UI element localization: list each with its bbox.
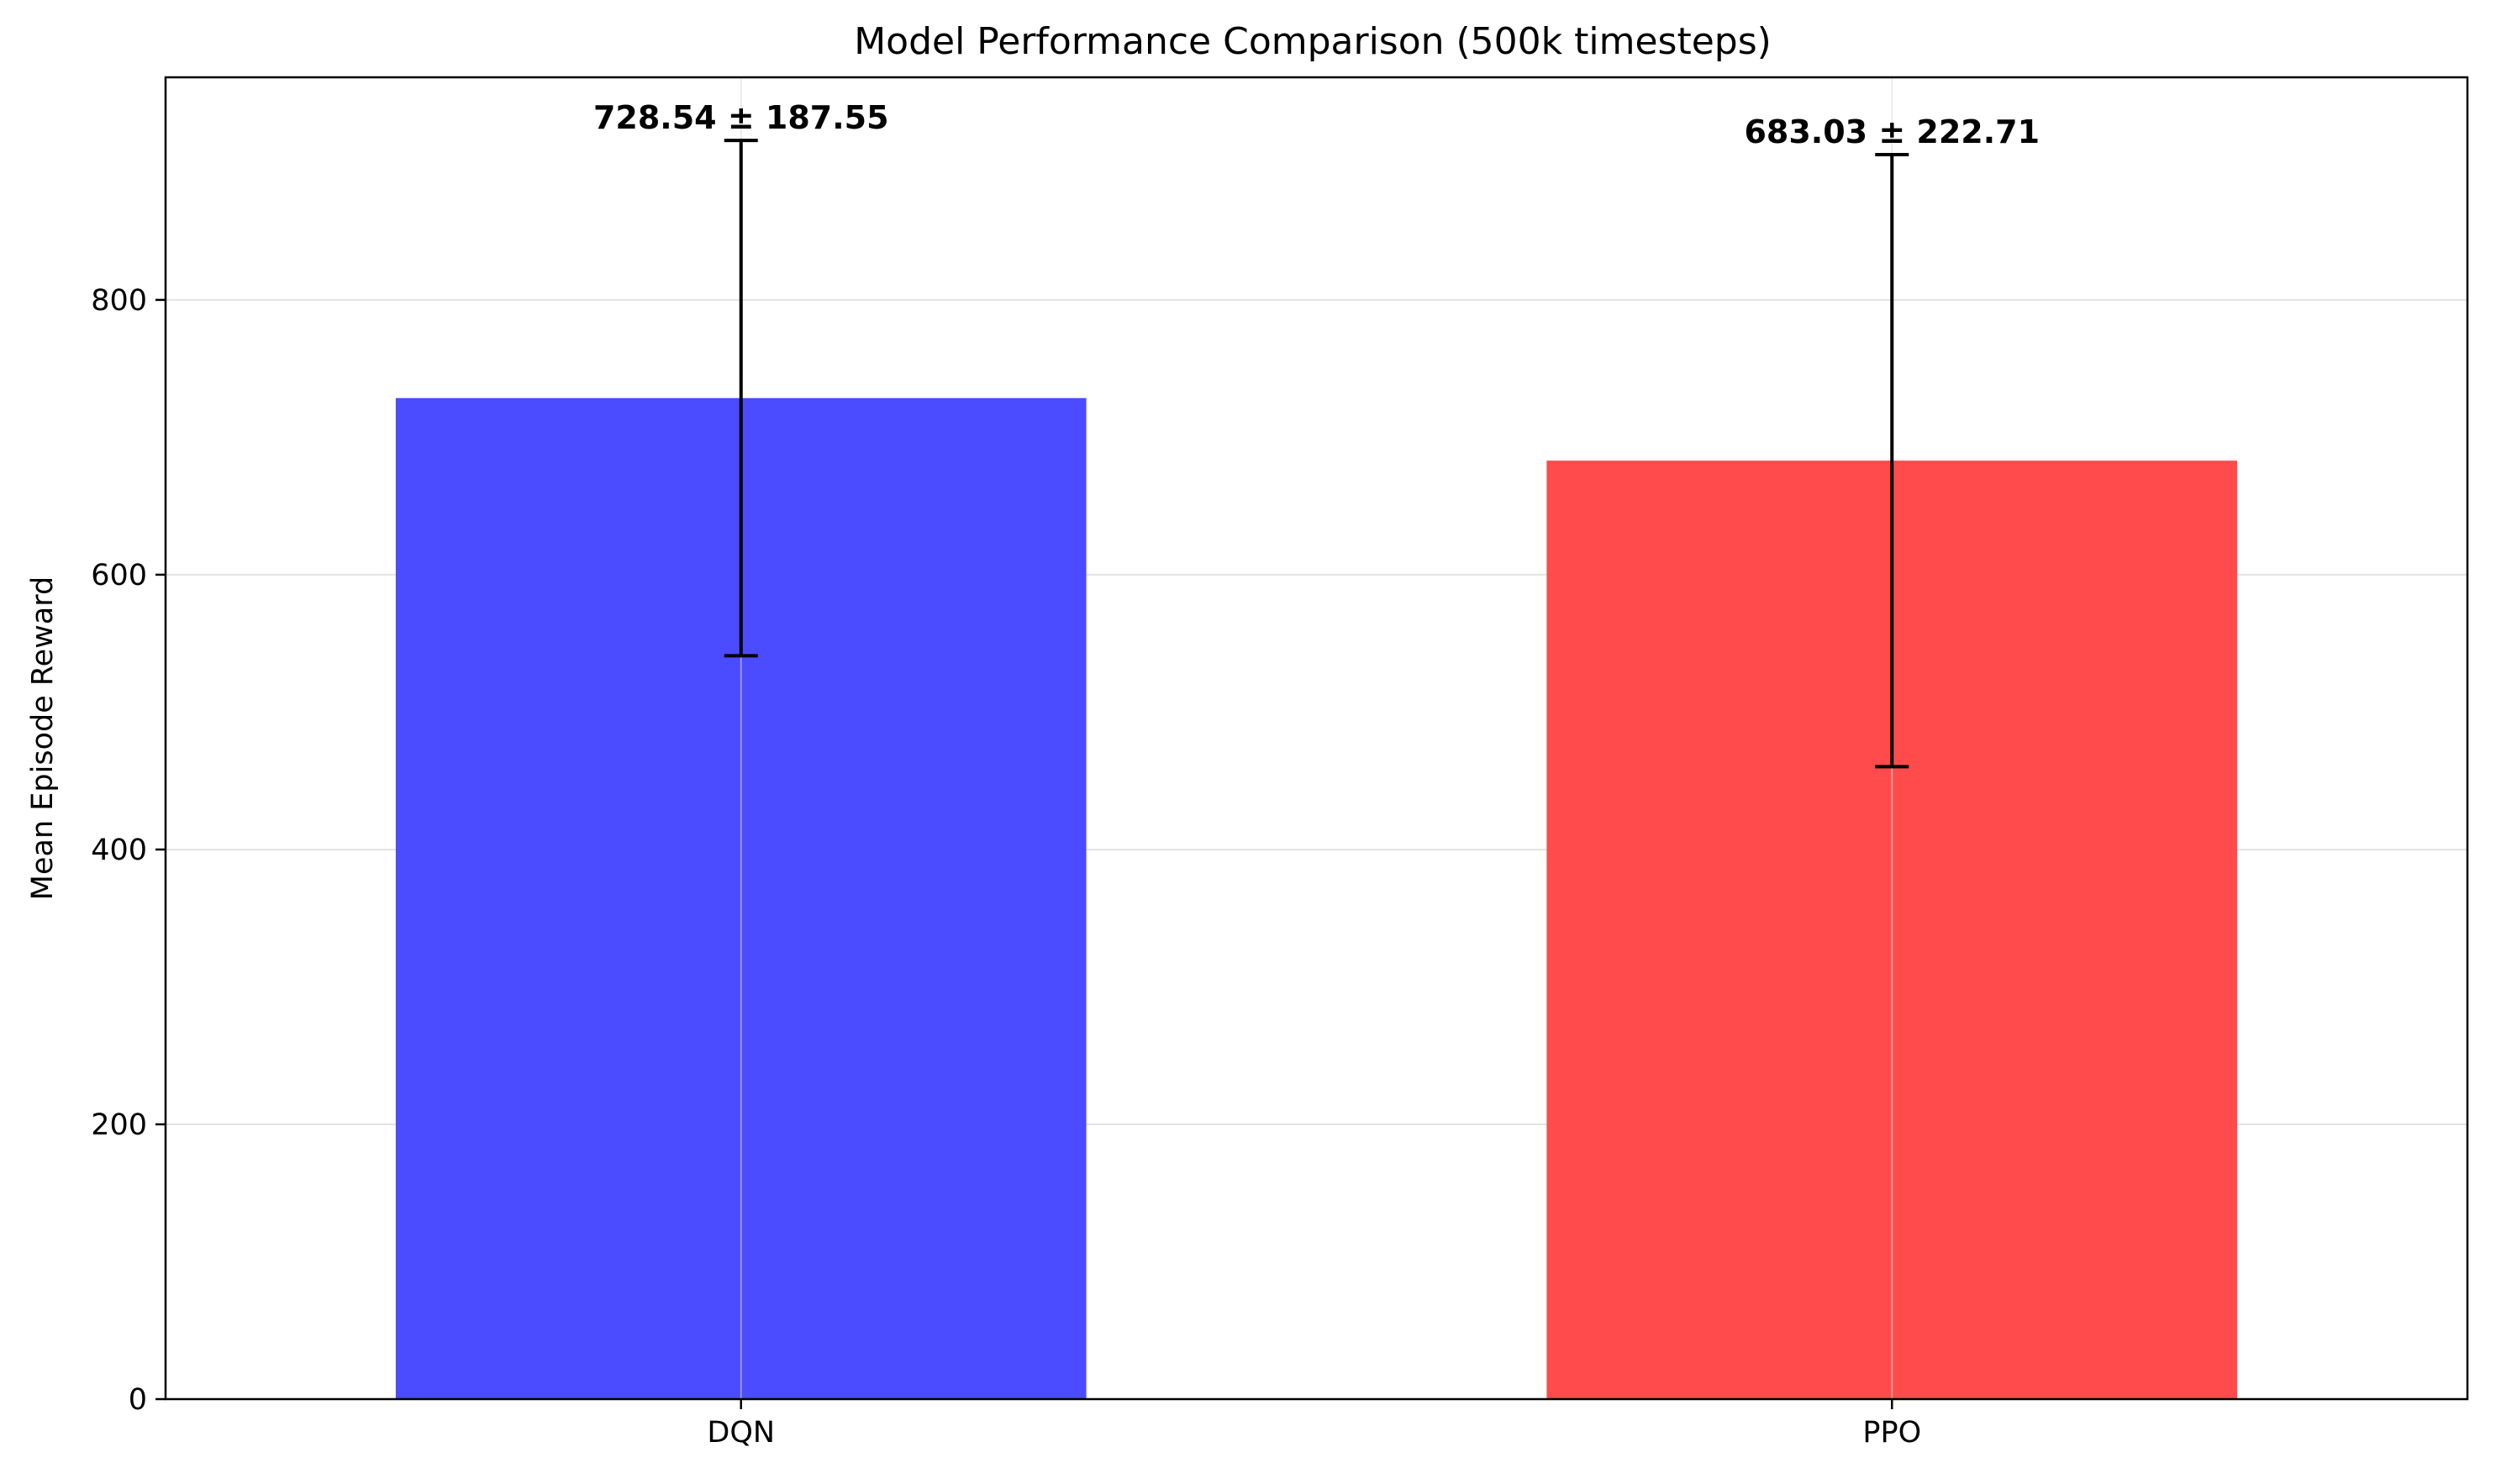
ticks-layer: 0 200 400 600 800 DQN PPO bbox=[91, 284, 1921, 1450]
y-axis-label: Mean Episode Reward bbox=[26, 576, 60, 900]
data-label-dqn: 728.54 ± 187.55 bbox=[593, 99, 889, 136]
x-tick-label-ppo: PPO bbox=[1862, 1416, 1921, 1450]
y-tick-label: 800 bbox=[91, 284, 147, 318]
data-label-ppo: 683.03 ± 222.71 bbox=[1744, 113, 2040, 150]
x-tick-label-dqn: DQN bbox=[707, 1416, 775, 1450]
plot-frame bbox=[164, 76, 2469, 1401]
y-tick-label: 0 bbox=[129, 1383, 147, 1417]
y-tick-label: 400 bbox=[91, 834, 147, 867]
y-tick-label: 200 bbox=[91, 1108, 147, 1142]
error-bars-layer bbox=[724, 139, 1909, 769]
y-tick-label: 600 bbox=[91, 559, 147, 592]
data-labels-layer: 728.54 ± 187.55 683.03 ± 222.71 bbox=[593, 99, 2040, 150]
chart-title: Model Performance Comparison (500k times… bbox=[854, 20, 1772, 63]
